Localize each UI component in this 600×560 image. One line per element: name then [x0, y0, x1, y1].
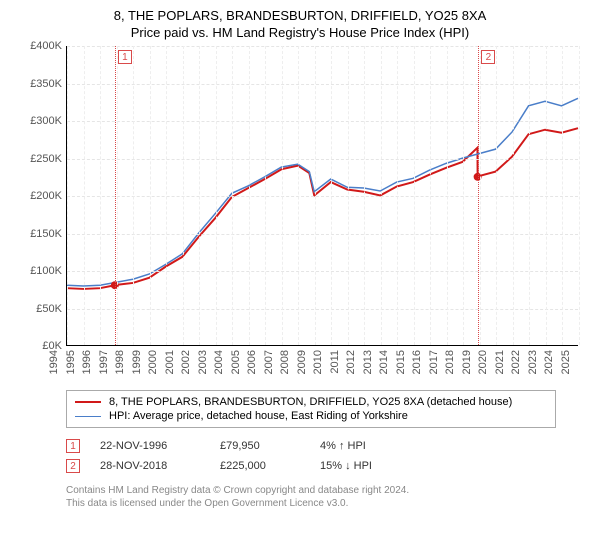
event-badge: 1	[118, 50, 132, 64]
gridline-v	[265, 46, 266, 345]
gridline-v	[348, 46, 349, 345]
series-line	[67, 128, 578, 289]
yaxis-tick-label: £350K	[20, 78, 62, 90]
gridline-v	[232, 46, 233, 345]
yaxis-tick-label: £100K	[20, 265, 62, 277]
yaxis-tick-label: £400K	[20, 40, 62, 52]
gridline-h	[67, 271, 578, 272]
title-address: 8, THE POPLARS, BRANDESBURTON, DRIFFIELD…	[10, 8, 590, 23]
gridline-h	[67, 121, 578, 122]
gridline-v	[315, 46, 316, 345]
chart-area: 12 £0K£50K£100K£150K£200K£250K£300K£350K…	[20, 46, 580, 386]
yaxis-tick-label: £250K	[20, 153, 62, 165]
gridline-h	[67, 84, 578, 85]
gridline-v	[84, 46, 85, 345]
gridline-v	[381, 46, 382, 345]
title-block: 8, THE POPLARS, BRANDESBURTON, DRIFFIELD…	[10, 8, 590, 40]
plot-area: 12	[66, 46, 578, 346]
gridline-v	[463, 46, 464, 345]
gridline-v	[249, 46, 250, 345]
xaxis-tick-label: 2025	[560, 350, 596, 374]
event-row-badge: 2	[66, 459, 80, 473]
gridline-v	[546, 46, 547, 345]
gridline-h	[67, 309, 578, 310]
gridline-v	[364, 46, 365, 345]
event-row-date: 28-NOV-2018	[100, 460, 200, 472]
gridline-h	[67, 159, 578, 160]
gridline-v	[199, 46, 200, 345]
gridline-v	[480, 46, 481, 345]
event-table: 1 22-NOV-1996 £79,950 4% ↑ HPI 2 28-NOV-2018 £…	[66, 436, 556, 476]
gridline-v	[447, 46, 448, 345]
title-subtitle: Price paid vs. HM Land Registry's House …	[10, 25, 590, 40]
yaxis-tick-label: £200K	[20, 190, 62, 202]
gridline-v	[100, 46, 101, 345]
gridline-v	[117, 46, 118, 345]
gridline-v	[513, 46, 514, 345]
yaxis-tick-label: £150K	[20, 228, 62, 240]
gridline-v	[150, 46, 151, 345]
gridline-v	[579, 46, 580, 345]
series-line	[67, 98, 578, 286]
gridline-v	[183, 46, 184, 345]
event-row-delta: 15% ↓ HPI	[320, 460, 440, 472]
footer-attribution: Contains HM Land Registry data © Crown c…	[66, 484, 556, 510]
legend-item: 8, THE POPLARS, BRANDESBURTON, DRIFFIELD…	[75, 395, 547, 409]
chart-container: 8, THE POPLARS, BRANDESBURTON, DRIFFIELD…	[0, 0, 600, 560]
footer-line2: This data is licensed under the Open Gov…	[66, 497, 556, 510]
legend-item: HPI: Average price, detached house, East…	[75, 409, 547, 423]
gridline-v	[166, 46, 167, 345]
event-row-price: £225,000	[220, 460, 300, 472]
gridline-v	[414, 46, 415, 345]
event-line	[115, 46, 116, 345]
gridline-v	[496, 46, 497, 345]
legend-label: HPI: Average price, detached house, East…	[109, 410, 408, 422]
gridline-v	[331, 46, 332, 345]
gridline-v	[397, 46, 398, 345]
gridline-h	[67, 46, 578, 47]
gridline-v	[67, 46, 68, 345]
gridline-h	[67, 234, 578, 235]
event-row: 2 28-NOV-2018 £225,000 15% ↓ HPI	[66, 456, 556, 476]
gridline-v	[529, 46, 530, 345]
gridline-v	[430, 46, 431, 345]
legend-swatch	[75, 416, 101, 417]
event-row-badge: 1	[66, 439, 80, 453]
event-row: 1 22-NOV-1996 £79,950 4% ↑ HPI	[66, 436, 556, 456]
gridline-h	[67, 196, 578, 197]
event-badge: 2	[481, 50, 495, 64]
event-row-delta: 4% ↑ HPI	[320, 440, 440, 452]
yaxis-tick-label: £300K	[20, 115, 62, 127]
event-row-price: £79,950	[220, 440, 300, 452]
gridline-v	[562, 46, 563, 345]
gridline-v	[298, 46, 299, 345]
legend-swatch	[75, 401, 101, 403]
gridline-v	[216, 46, 217, 345]
footer-line1: Contains HM Land Registry data © Crown c…	[66, 484, 556, 497]
yaxis-tick-label: £50K	[20, 303, 62, 315]
gridline-v	[133, 46, 134, 345]
gridline-v	[282, 46, 283, 345]
legend: 8, THE POPLARS, BRANDESBURTON, DRIFFIELD…	[66, 390, 556, 428]
event-row-date: 22-NOV-1996	[100, 440, 200, 452]
legend-label: 8, THE POPLARS, BRANDESBURTON, DRIFFIELD…	[109, 396, 512, 408]
event-line	[478, 46, 479, 345]
